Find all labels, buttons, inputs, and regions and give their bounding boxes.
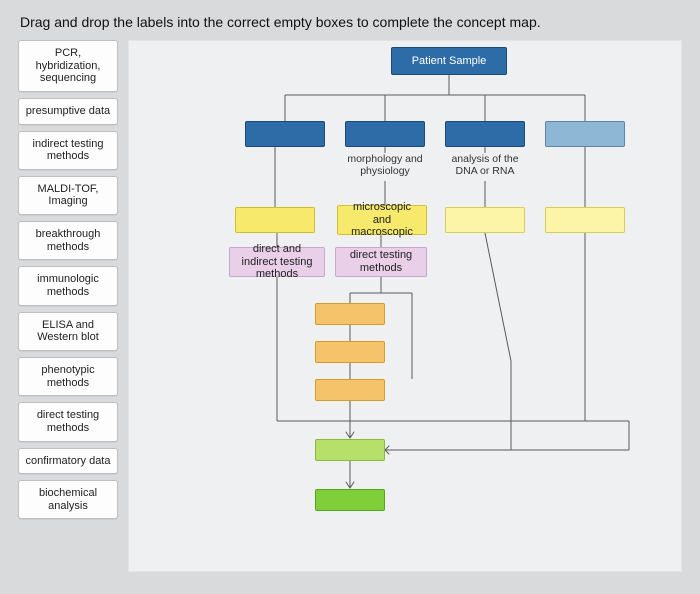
label-elisa[interactable]: ELISA and Western blot — [18, 312, 118, 351]
label-indirect[interactable]: indirect testing methods — [18, 131, 118, 170]
label-phenotypic[interactable]: phenotypic methods — [18, 357, 118, 396]
node-o1[interactable] — [315, 303, 385, 325]
node-lime[interactable] — [315, 439, 385, 461]
label-immunologic[interactable]: immunologic methods — [18, 266, 118, 305]
label-palette: PCR, hybridization, sequencing presumptiv… — [18, 40, 118, 572]
node-b2[interactable] — [345, 121, 425, 147]
label-biochemical[interactable]: biochemical analysis — [18, 480, 118, 519]
node-pinkL: direct and indirect testing methods — [229, 247, 325, 277]
label-presumptive[interactable]: presumptive data — [18, 98, 118, 125]
caption-cap_dna: analysis of the DNA or RNA — [445, 153, 525, 177]
node-y1[interactable] — [235, 207, 315, 233]
node-b3[interactable] — [445, 121, 525, 147]
workspace: PCR, hybridization, sequencing presumptiv… — [18, 40, 682, 572]
caption-cap_morph: morphology and physiology — [345, 153, 425, 177]
label-confirmatory[interactable]: confirmatory data — [18, 448, 118, 475]
concept-map-canvas[interactable]: Patient Sample morphology and physiology a… — [128, 40, 682, 572]
instruction-text: Drag and drop the labels into the correc… — [20, 14, 682, 30]
node-y3[interactable] — [445, 207, 525, 233]
label-breakthrough[interactable]: breakthrough methods — [18, 221, 118, 260]
node-green[interactable] — [315, 489, 385, 511]
node-root: Patient Sample — [391, 47, 507, 75]
node-y4[interactable] — [545, 207, 625, 233]
node-b1[interactable] — [245, 121, 325, 147]
node-b4[interactable] — [545, 121, 625, 147]
label-pcr[interactable]: PCR, hybridization, sequencing — [18, 40, 118, 92]
node-o2[interactable] — [315, 341, 385, 363]
node-o3[interactable] — [315, 379, 385, 401]
node-pinkR: direct testing methods — [335, 247, 427, 277]
label-maldi[interactable]: MALDI-TOF, Imaging — [18, 176, 118, 215]
node-y2: microscopic and macroscopic — [337, 205, 427, 235]
label-direct[interactable]: direct testing methods — [18, 402, 118, 441]
